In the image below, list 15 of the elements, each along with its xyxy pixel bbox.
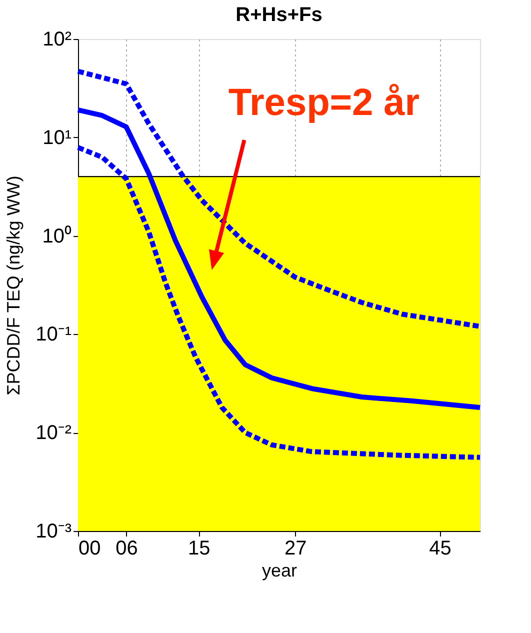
x-tick-label: 15	[188, 538, 210, 560]
chart-title: R+Hs+Fs	[236, 4, 322, 26]
y-tick-label: 10¹	[42, 126, 72, 149]
y-tick-label: 10⁻³	[36, 520, 72, 542]
x-tick-label: 45	[429, 538, 452, 560]
annotation: Tresp=2 år	[228, 82, 420, 124]
x-tick-label: 27	[284, 538, 307, 560]
y-tick-label: 10⁻¹	[36, 324, 72, 346]
x-tick-label: 06	[116, 538, 138, 560]
y-axis-title: ΣPCDD/F TEQ (ng/kg WW)	[4, 176, 24, 396]
x-axis-title: year	[262, 560, 298, 580]
y-tick-label: 10²	[42, 28, 72, 50]
y-tick-label: 10⁻²	[36, 422, 72, 444]
x-tick-label: 00	[78, 538, 101, 560]
y-tick-label: 10⁰	[42, 224, 72, 248]
